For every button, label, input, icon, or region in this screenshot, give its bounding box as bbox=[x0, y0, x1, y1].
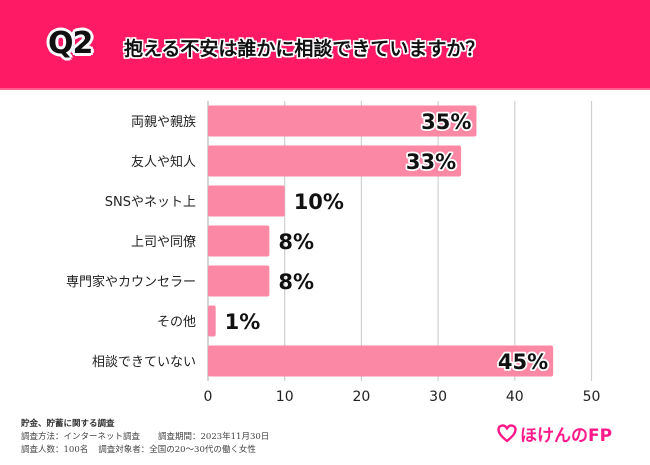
bar-1 bbox=[208, 145, 462, 177]
survey-footer: 貯金、貯蓄に関する調査 調査方法：インターネット調査 調査期間：2023年11月3… bbox=[21, 418, 269, 457]
brand-name: ほけんのFP bbox=[520, 426, 613, 446]
x-tick-label: 20 bbox=[352, 389, 370, 405]
survey-respondents-row: 調査人数：100名 調査対象者：全国の20～30代の働く女性 bbox=[21, 444, 269, 457]
bars bbox=[208, 105, 554, 377]
bar-0 bbox=[208, 105, 477, 137]
value-label: 1% bbox=[225, 310, 261, 334]
survey-title: 貯金、貯蓄に関する調査 bbox=[21, 419, 115, 429]
category-label: 上司や同僚 bbox=[131, 235, 196, 250]
bar-3 bbox=[208, 225, 270, 257]
bar-4 bbox=[208, 265, 270, 297]
category-label: SNSやネット上 bbox=[105, 195, 196, 210]
value-label: 35% bbox=[421, 110, 471, 134]
survey-method: 調査方法：インターネット調査 bbox=[21, 432, 141, 442]
x-tick-label: 40 bbox=[506, 389, 524, 405]
question-number-badge: Q2 bbox=[48, 26, 93, 61]
bar-5 bbox=[208, 305, 216, 337]
bar-2 bbox=[208, 185, 285, 217]
category-label: 両親や親族 bbox=[131, 114, 196, 130]
bar-6 bbox=[208, 345, 554, 377]
question-title: 抱える不安は誰かに相談できていますか？ bbox=[124, 38, 485, 60]
value-label: 45% bbox=[498, 350, 548, 374]
value-label: 10% bbox=[294, 190, 344, 214]
x-tick-label: 50 bbox=[583, 389, 601, 405]
survey-respondents: 調査人数：100名 bbox=[21, 445, 89, 455]
header-banner: Q2 抱える不安は誰かに相談できていますか？ bbox=[0, 0, 650, 90]
value-label: 33% bbox=[406, 150, 456, 174]
heart-icon bbox=[497, 424, 517, 443]
x-tick-label: 10 bbox=[276, 389, 294, 405]
survey-period: 調査期間：2023年11月30日 bbox=[158, 432, 270, 442]
category-label: 専門家やカウンセラー bbox=[66, 274, 196, 290]
value-label: 8% bbox=[278, 230, 314, 254]
value-labels: 35% 33% 10% 8% 8% 1% 45% bbox=[225, 108, 550, 376]
value-label: 8% bbox=[278, 270, 314, 294]
brand-logo: ほけんのFP bbox=[497, 421, 612, 446]
survey-method-row: 調査方法：インターネット調査 調査期間：2023年11月30日 bbox=[21, 431, 269, 444]
x-tick-label: 0 bbox=[204, 389, 213, 405]
category-label: その他 bbox=[157, 315, 196, 330]
category-label: 相談できていない bbox=[92, 354, 196, 370]
category-label: 友人や知人 bbox=[131, 154, 196, 170]
x-axis-tick-labels: 0 10 20 30 40 50 bbox=[204, 389, 601, 405]
survey-target: 調査対象者：全国の20～30代の働く女性 bbox=[98, 445, 256, 455]
x-tick-label: 30 bbox=[429, 389, 447, 405]
